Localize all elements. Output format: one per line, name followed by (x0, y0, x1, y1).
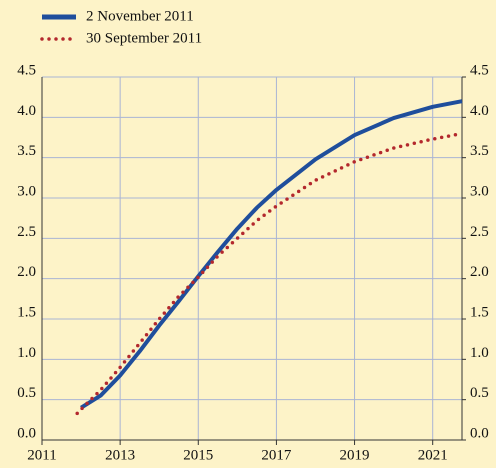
y-tick-label: 1.5 (17, 304, 36, 320)
y2-tick-label: 2.0 (470, 264, 489, 280)
y-tick-label: 1.0 (17, 345, 36, 361)
y2-tick-label: 1.5 (470, 304, 489, 320)
y-tick-label: 2.0 (17, 264, 36, 280)
y-tick-label: 3.0 (17, 183, 36, 199)
y-tick-label: 4.5 (17, 62, 36, 78)
x-tick-label: 2015 (183, 447, 213, 463)
line-series (75, 131, 464, 416)
y2-tick-label: 1.0 (470, 345, 489, 361)
legend-label: 30 September 2011 (86, 30, 202, 46)
y2-tick-label: 3.5 (470, 143, 489, 159)
y2-tick-label: 0.0 (470, 425, 489, 441)
x-tick-label: 2017 (261, 447, 292, 463)
legend-label: 2 November 2011 (86, 8, 194, 24)
y-tick-label: 0.5 (17, 385, 36, 401)
x-tick-label: 2013 (105, 447, 135, 463)
y-tick-label: 4.0 (17, 103, 36, 119)
line-series (80, 99, 463, 410)
x-tick-label: 2021 (418, 447, 448, 463)
y2-tick-label: 0.5 (470, 385, 489, 401)
y-tick-label: 0.0 (17, 425, 36, 441)
y-tick-label: 2.5 (17, 224, 36, 240)
x-tick-label: 2011 (27, 447, 56, 463)
x-tick-label: 2019 (340, 447, 370, 463)
y2-tick-label: 2.5 (470, 224, 489, 240)
y-tick-label: 3.5 (17, 143, 36, 159)
y2-tick-label: 4.0 (470, 103, 489, 119)
y2-tick-label: 4.5 (470, 62, 489, 78)
y2-tick-label: 3.0 (470, 183, 489, 199)
